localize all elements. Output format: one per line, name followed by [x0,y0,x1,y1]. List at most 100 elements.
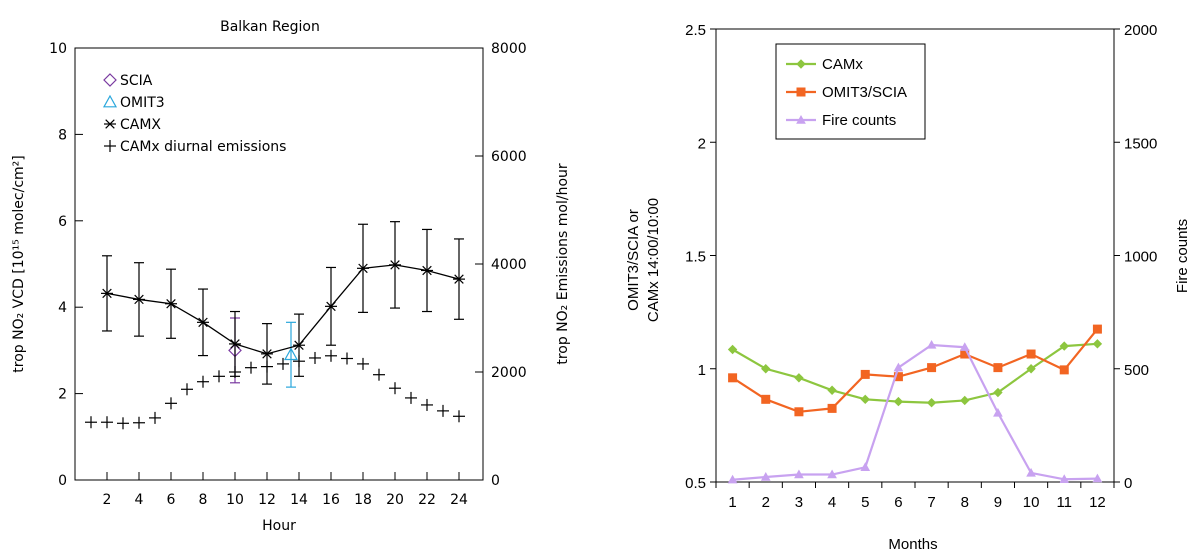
y2-tick-label: 0 [1124,475,1132,492]
data-point [993,407,1003,417]
data-point [860,369,870,379]
y-axis-right-label: Fire counts [1174,219,1191,293]
chart-title: Balkan Region [220,19,320,35]
legend-marker [796,87,806,97]
series-omit3 [283,321,299,388]
series-line [106,264,460,355]
data-point [453,274,465,284]
x-tick-label: 18 [354,492,372,508]
x-axis-label: Hour [262,518,296,534]
data-point [197,375,209,388]
legend-label: SCIA [120,73,153,89]
data-point [197,317,209,328]
y2-tick-label: 500 [1124,362,1149,379]
x-tick-label: 24 [450,492,468,508]
y-tick-label: 2.5 [685,22,706,39]
data-point [827,385,837,395]
y-axis-left: 0.5 1 1.5 2 2.5 [685,22,716,492]
data-point [405,391,417,404]
legend-marker [103,73,117,87]
y2-tick-label: 2000 [1124,22,1157,39]
y2-tick-label: 0 [491,473,500,489]
legend-marker [796,114,806,124]
x-tick-label: 7 [927,494,935,511]
legend: SCIA OMIT3 CAMX CAMx diurnal emissions [102,73,286,155]
data-point [860,394,870,405]
series-camx [727,339,1103,408]
data-point [1026,349,1036,359]
data-point [245,361,257,374]
monthly-chart: 1 2 3 4 5 6 7 8 9 10 11 12 0.511.522.5 050010001500… [625,22,1191,553]
y-tick-label: 1 [698,362,706,379]
data-point [277,357,289,370]
y-tick-label: 2 [698,135,706,152]
data-point [1059,341,1069,351]
y2-tick-label: 8000 [491,41,527,57]
y-tick-label: 4 [58,300,67,316]
data-point [261,360,273,373]
data-point [926,339,937,349]
data-point [357,263,369,274]
data-point [893,362,904,372]
error-bar [286,321,296,388]
legend-marker [796,59,806,69]
data-point [341,352,353,365]
data-point [993,387,1003,398]
x-tick-label: 3 [795,494,803,511]
data-point [165,397,177,410]
plot-frame [74,47,484,481]
legend-marker [104,119,116,129]
y2-tick-label: 1000 [1124,249,1157,266]
x-tick-label: 14 [290,492,308,508]
series-camx-diurnal-emissions [85,349,465,430]
y-tick-label: 0 [58,473,67,489]
x-tick-label: 10 [1023,494,1040,511]
series-line [731,328,1099,413]
data-point [85,416,97,429]
data-point [1059,474,1070,483]
y2-tick-label: 2000 [491,365,527,381]
data-point [133,416,145,429]
data-point [325,349,337,362]
data-point [761,394,771,404]
x-axis: 2 4 6 8 10 12 14 16 18 20 22 24 [103,472,468,508]
x-tick-label: 12 [1089,494,1106,511]
data-point [1059,365,1069,375]
data-point [860,462,871,471]
legend-marker [102,94,118,108]
y2-tick-label: 6000 [491,149,527,165]
y2-tick-label: 1500 [1124,135,1157,152]
data-point [101,416,113,429]
data-point [133,294,145,305]
legend-label: OMIT3 [120,95,165,111]
legend-box [775,43,926,140]
data-point [357,357,369,370]
data-point [760,471,771,481]
x-tick-label: 6 [894,494,902,511]
data-point [959,342,970,351]
y-axis-right: 0 2000 4000 6000 8000 [475,41,527,489]
x-tick-label: 12 [258,492,276,508]
data-point [293,340,305,350]
data-point [893,396,904,407]
x-axis: 1 2 3 4 5 6 7 8 9 10 11 12 [715,482,1115,511]
data-point [927,363,937,373]
data-point [149,411,161,424]
data-point [325,301,337,312]
series-line [732,342,1098,404]
y-axis-left-label: trop NO₂ VCD [10¹⁵ molec/cm²] [11,155,27,372]
series-line [732,343,1098,481]
y-axis-left-label: OMIT3/SCIA or CAMx 14:00/10:00 [625,198,662,322]
data-point [1026,467,1036,477]
data-point [437,404,449,417]
data-point [926,398,937,408]
data-point [827,403,837,413]
y-axis-left: 0 2 4 6 8 10 [49,41,83,489]
legend-label: CAMx [822,56,863,73]
data-point [117,417,129,430]
series-fire-counts [727,339,1103,484]
plot-area [85,221,465,430]
data-point [213,370,225,383]
data-point [794,407,804,417]
data-point [727,474,738,484]
